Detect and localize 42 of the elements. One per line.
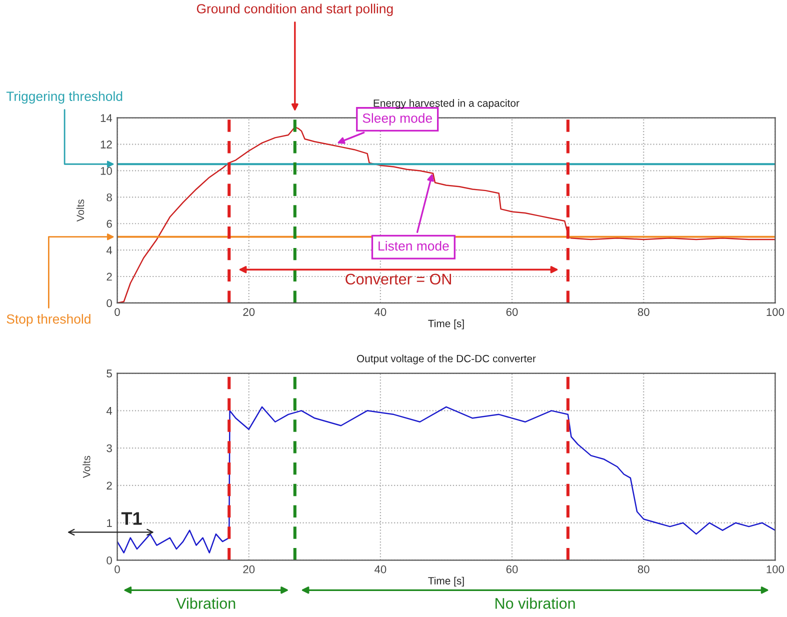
- ref-line-label: Stop threshold: [6, 314, 90, 326]
- y-tick-label: 2: [106, 272, 112, 281]
- y-axis-title: Volts: [76, 199, 84, 222]
- x-axis-title: Time [s]: [428, 320, 464, 330]
- x-tick-label: 0: [114, 565, 120, 574]
- y-tick-label: 14: [100, 114, 112, 122]
- y-tick-label: 12: [100, 140, 112, 148]
- y-tick-label: 8: [106, 193, 112, 202]
- y-tick-label: 4: [106, 407, 112, 415]
- x-tick-label: 80: [638, 565, 650, 574]
- y-tick-label: 1: [107, 519, 112, 527]
- y-axis-title: Volts: [82, 456, 90, 478]
- y-tick-label: 3: [106, 444, 112, 452]
- ref-line-label: Ground condition and start polling: [196, 4, 393, 16]
- y-tick-label: 10: [100, 167, 112, 175]
- x-tick-label: 20: [243, 565, 255, 574]
- annotation: Listen mode: [378, 240, 449, 251]
- x-tick-label: 0: [114, 308, 120, 316]
- y-tick-label: 0: [106, 299, 112, 308]
- text: No vibration: [496, 598, 575, 609]
- y-tick-label: 0: [106, 556, 112, 564]
- chart-title: Energy harvested in a capacitor: [374, 99, 520, 109]
- x-tick-label: 60: [506, 308, 518, 316]
- x-tick-label: 40: [374, 308, 386, 316]
- y-tick-label: 4: [106, 246, 112, 254]
- line-series: [117, 406, 776, 554]
- y-tick-label: 5: [106, 370, 112, 378]
- annotation: Converter = ON: [346, 274, 451, 285]
- annotation: Sleep mode: [362, 113, 432, 126]
- x-tick-label: 60: [506, 565, 518, 574]
- ref-line-label: Triggering threshold: [6, 91, 122, 104]
- text: Vibration: [176, 598, 236, 609]
- x-tick-label: 40: [374, 565, 386, 574]
- x-tick-label: 20: [243, 308, 255, 316]
- chart-title: Output voltage of the DC-DC converter: [356, 354, 536, 364]
- annotation: T1: [121, 512, 142, 525]
- x-tick-label: 80: [638, 308, 650, 316]
- x-tick-label: 100: [766, 308, 784, 316]
- x-axis-title: Time [s]: [428, 576, 464, 587]
- x-tick-label: 100: [766, 565, 784, 574]
- y-tick-label: 6: [106, 220, 112, 228]
- y-tick-label: 2: [106, 482, 112, 490]
